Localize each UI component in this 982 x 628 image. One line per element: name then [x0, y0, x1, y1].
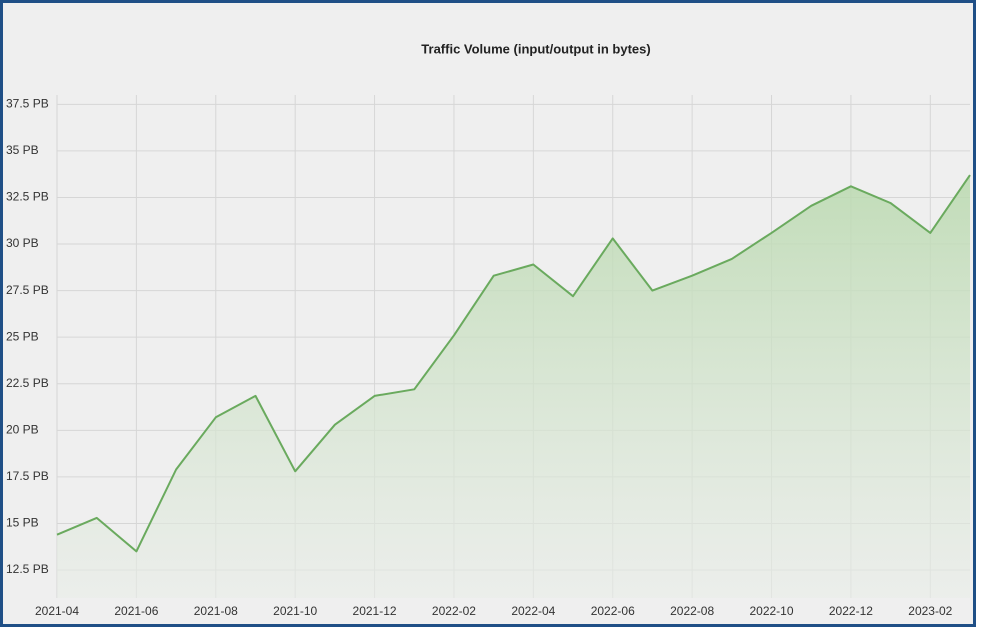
x-tick-label: 2021-08 — [194, 604, 238, 618]
y-tick-label: 27.5 PB — [6, 283, 49, 297]
chart-title: Traffic Volume (input/output in bytes) — [421, 41, 650, 56]
x-tick-label: 2022-12 — [829, 604, 873, 618]
plot-area: 2021-04 2021-06 2021-08 2021-10 2021-12 2022-… — [6, 95, 971, 618]
y-tick-label: 20 PB — [6, 423, 39, 437]
y-tick-label: 30 PB — [6, 236, 39, 250]
y-tick-label: 35 PB — [6, 143, 39, 157]
series-line — [56, 174, 971, 553]
x-tick-label: 2022-10 — [749, 604, 793, 618]
area-fill — [57, 175, 970, 598]
x-tick-label: 2021-10 — [273, 604, 317, 618]
x-tick-label: 2022-04 — [511, 604, 555, 618]
y-tick-label: 22.5 PB — [6, 376, 49, 390]
x-tick-label: 2022-08 — [670, 604, 714, 618]
y-tick-label: 15 PB — [6, 516, 39, 530]
y-tick-label: 25 PB — [6, 329, 39, 343]
x-tick-label: 2022-06 — [591, 604, 635, 618]
x-tick-label: 2021-06 — [114, 604, 158, 618]
y-tick-label: 32.5 PB — [6, 190, 49, 204]
x-tick-label: 2023-02 — [908, 604, 952, 618]
x-tick-label: 2021-12 — [353, 604, 397, 618]
x-tick-label: 2021-04 — [35, 604, 79, 618]
y-tick-label: 37.5 PB — [6, 96, 49, 110]
x-tick-label: 2022-02 — [432, 604, 476, 618]
y-tick-label: 12.5 PB — [6, 562, 49, 576]
y-tick-label: 17.5 PB — [6, 469, 49, 483]
